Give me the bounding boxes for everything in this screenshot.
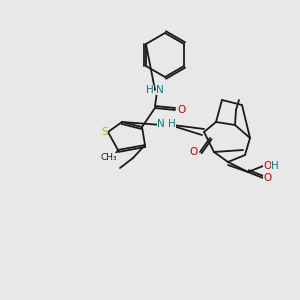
Text: O: O: [263, 161, 271, 171]
Text: CH₃: CH₃: [101, 152, 117, 161]
Text: S: S: [102, 127, 108, 137]
Text: H: H: [168, 119, 176, 129]
Text: O: O: [190, 147, 198, 157]
Text: N: N: [156, 85, 164, 95]
Text: N: N: [157, 119, 165, 129]
Text: O: O: [263, 173, 271, 183]
Text: O: O: [177, 105, 185, 115]
Text: H: H: [271, 161, 279, 171]
Text: H: H: [146, 85, 154, 95]
